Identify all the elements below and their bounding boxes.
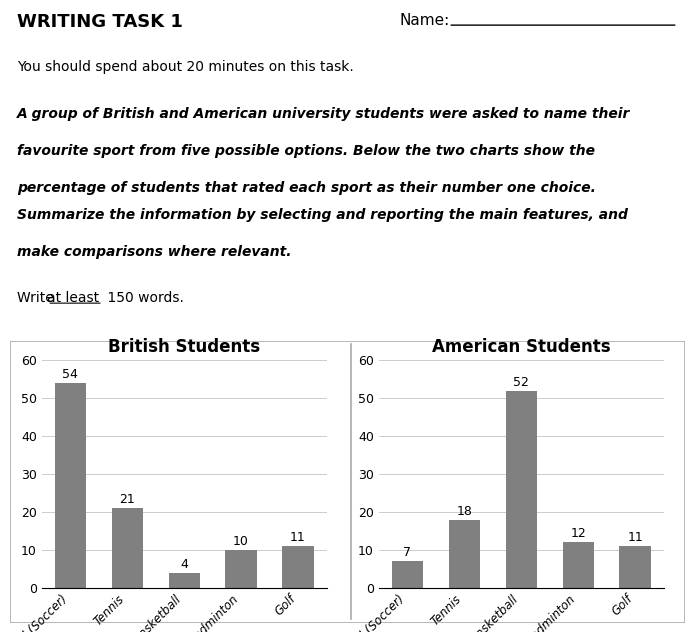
Text: 11: 11	[628, 531, 643, 544]
Bar	[112, 508, 143, 588]
Text: You should spend about 20 minutes on this task.: You should spend about 20 minutes on thi…	[17, 60, 354, 75]
Title: British Students: British Students	[108, 338, 260, 356]
Text: 11: 11	[291, 531, 306, 544]
Bar	[392, 561, 423, 588]
Text: A group of British and American university students were asked to name their: A group of British and American universi…	[17, 107, 631, 121]
Bar	[55, 383, 86, 588]
Text: 10: 10	[233, 535, 249, 548]
Text: 12: 12	[571, 527, 586, 540]
Text: Summarize the information by selecting and reporting the main features, and: Summarize the information by selecting a…	[17, 208, 628, 222]
Text: 52: 52	[514, 375, 529, 389]
Bar	[168, 573, 200, 588]
Bar	[282, 546, 313, 588]
Text: 18: 18	[457, 504, 473, 518]
Title: American Students: American Students	[432, 338, 611, 356]
Bar	[225, 550, 256, 588]
Text: WRITING TASK 1: WRITING TASK 1	[17, 13, 183, 32]
Text: 150 words.: 150 words.	[103, 291, 183, 305]
Text: Name:: Name:	[400, 13, 450, 28]
Text: 7: 7	[403, 546, 411, 559]
Text: 4: 4	[180, 557, 188, 571]
Text: 21: 21	[120, 493, 135, 506]
Bar	[449, 520, 480, 588]
Text: favourite sport from five possible options. Below the two charts show the: favourite sport from five possible optio…	[17, 144, 596, 158]
Text: make comparisons where relevant.: make comparisons where relevant.	[17, 245, 292, 258]
Bar	[505, 391, 537, 588]
Text: Write: Write	[17, 291, 58, 305]
Text: 54: 54	[63, 368, 79, 381]
Bar	[562, 542, 594, 588]
Text: at least: at least	[47, 291, 99, 305]
Bar	[619, 546, 651, 588]
Text: percentage of students that rated each sport as their number one choice.: percentage of students that rated each s…	[17, 181, 596, 195]
